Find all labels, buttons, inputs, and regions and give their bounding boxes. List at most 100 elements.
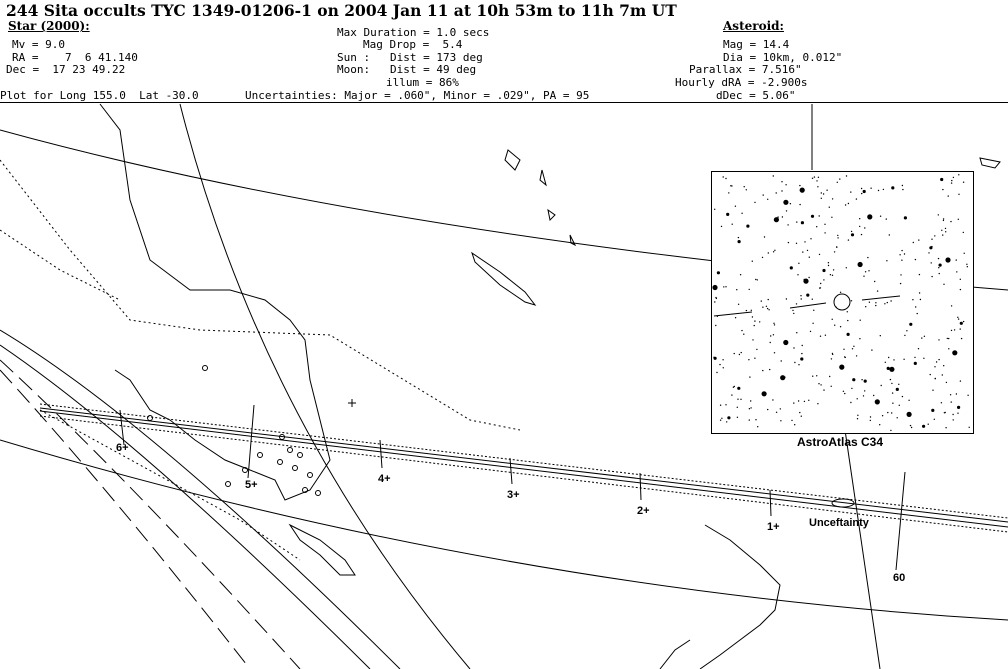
star-dot <box>762 194 764 196</box>
star-dot <box>740 398 742 400</box>
star-dot <box>888 356 890 359</box>
asteroid-dia: Dia = 10km, 0.012" <box>723 51 843 64</box>
star-dot <box>810 238 812 240</box>
star-dot <box>725 286 727 288</box>
star-dot <box>963 252 965 254</box>
star-dot <box>901 395 904 398</box>
star-dot <box>737 386 741 390</box>
star-dot <box>881 415 884 417</box>
star-dot <box>869 416 872 418</box>
star-dot <box>957 405 961 409</box>
star-dot <box>931 408 935 412</box>
star-dot <box>712 284 718 291</box>
star-dot <box>966 266 968 268</box>
limit-line <box>0 344 371 669</box>
star-dot <box>810 214 815 218</box>
star-dot <box>834 324 836 326</box>
star-dot <box>731 185 733 187</box>
dotted-boundary <box>0 159 521 431</box>
star-dot <box>783 339 789 346</box>
sixty-label: 60 <box>893 572 905 584</box>
star-dot <box>811 298 813 300</box>
star-dot <box>792 309 794 312</box>
star-dot <box>772 399 774 401</box>
star-dot <box>818 215 820 217</box>
star-dot <box>803 278 805 281</box>
longitude-line <box>844 429 881 669</box>
star-dot <box>847 239 850 241</box>
star-dot <box>942 219 945 222</box>
star-dot <box>915 306 917 308</box>
star-dot <box>813 309 815 311</box>
star-dot <box>938 272 940 275</box>
star-dot <box>763 236 766 238</box>
star-dot <box>767 252 769 254</box>
asteroid-mag: Mag = 14.4 <box>723 38 790 51</box>
star-dot <box>874 399 880 405</box>
star-dot <box>726 421 728 423</box>
star-dot <box>957 316 959 318</box>
star-dot <box>959 278 961 280</box>
star-dot <box>787 241 790 244</box>
star-dot <box>753 324 755 327</box>
dotted-boundary <box>39 409 301 561</box>
star-dot <box>908 399 910 401</box>
mag-drop: Mag Drop = 5.4 <box>363 38 463 51</box>
star-dot <box>901 184 904 187</box>
star-dot <box>966 263 968 265</box>
star-dot <box>893 359 895 361</box>
page-title: 244 Sita occults TYC 1349-01206-1 on 200… <box>6 1 677 20</box>
star-dot <box>725 177 727 180</box>
star-dot <box>884 361 886 363</box>
asteroid-heading: Asteroid: <box>723 19 784 33</box>
star-dot <box>768 309 770 311</box>
star-dot <box>869 419 871 422</box>
star-dot <box>765 305 768 307</box>
star-dot <box>929 373 931 376</box>
star-dot <box>826 189 828 191</box>
star-dot <box>789 266 793 270</box>
star-dot <box>842 390 845 392</box>
star-dot <box>714 301 716 303</box>
star-dot <box>780 420 782 422</box>
star-dot <box>870 187 872 189</box>
star-dot <box>799 184 801 187</box>
star-dot <box>945 381 948 384</box>
star-dot <box>891 412 893 414</box>
star-dot <box>934 366 936 368</box>
time-tick <box>119 409 125 446</box>
observer-sites <box>147 415 321 496</box>
star-dot <box>759 321 761 323</box>
star-dot <box>794 424 796 426</box>
star-dot <box>851 387 853 390</box>
star-dot <box>781 181 783 183</box>
star-dot <box>723 286 725 288</box>
star-dot <box>756 348 758 351</box>
star-dot <box>820 197 822 199</box>
longitude-line <box>179 103 471 669</box>
star-dot <box>816 375 818 377</box>
star-dot <box>818 253 821 256</box>
star-dot <box>846 332 850 336</box>
star-field <box>712 174 970 432</box>
star-dot <box>817 176 820 178</box>
star-dot <box>914 258 917 261</box>
star-dot <box>847 202 850 205</box>
plot-location: Plot for Long 155.0 Lat -30.0 <box>0 89 199 102</box>
star-dot <box>822 193 825 195</box>
star-dot <box>754 320 756 322</box>
star-dot <box>875 304 877 307</box>
star-dot <box>737 303 740 305</box>
star-dot <box>867 214 873 220</box>
star-dot <box>817 186 819 188</box>
star-dot <box>831 318 833 320</box>
star-dot <box>750 309 752 311</box>
star-dot <box>785 184 787 186</box>
star-dot <box>962 231 964 234</box>
star-dot <box>888 234 890 236</box>
star-dot <box>829 274 832 276</box>
star-dot <box>891 186 895 190</box>
star-dot <box>959 380 962 382</box>
star-dot <box>736 416 739 418</box>
star-dot <box>850 401 852 404</box>
